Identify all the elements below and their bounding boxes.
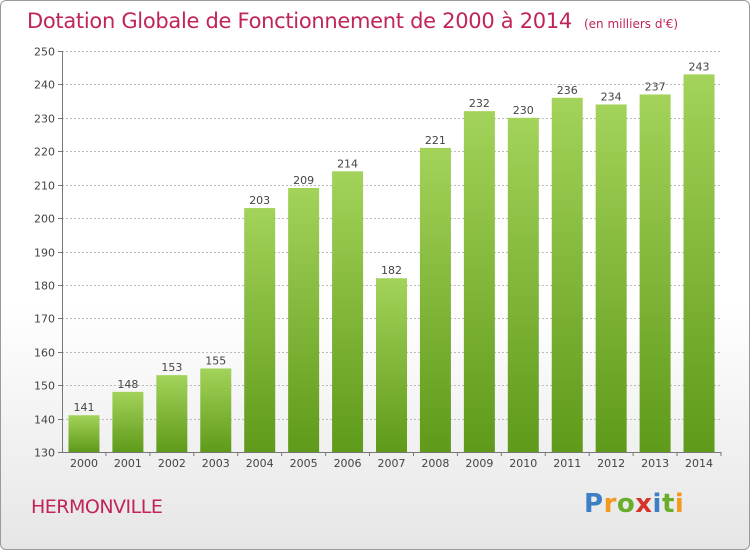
bar-2008 [419, 147, 451, 453]
proxiti-logo: Proxiti [584, 489, 684, 519]
data-label-2011: 236 [557, 84, 578, 97]
xtick-label-2001: 2001 [114, 457, 142, 470]
xtick-label-2007: 2007 [378, 457, 406, 470]
xtick-label-2003: 2003 [202, 457, 230, 470]
logo-letter: x [635, 489, 653, 519]
xtick-label-2011: 2011 [553, 457, 581, 470]
ytick-label-230: 230 [34, 113, 55, 126]
bar-2007 [376, 278, 407, 452]
data-label-2004: 203 [249, 194, 270, 207]
ytick-label-210: 210 [34, 180, 55, 193]
data-label-2001: 148 [117, 378, 138, 391]
bar-2002 [156, 375, 188, 452]
chart-subtitle: (en milliers d'€) [583, 17, 679, 31]
axes: 130 140 150 160 170 180 190 200 210 220 230 240 250 2… [34, 46, 722, 470]
bar-2011 [551, 97, 583, 453]
bar-2013 [639, 94, 671, 453]
data-label-2005: 209 [293, 174, 314, 187]
data-label-2007: 182 [381, 264, 402, 277]
bar-2009 [463, 111, 495, 453]
bar-2012 [595, 104, 627, 452]
ytick-label-160: 160 [34, 347, 55, 360]
bar-2006 [332, 171, 364, 453]
bar-2004 [244, 208, 276, 452]
xtick-label-2008: 2008 [421, 457, 449, 470]
ytick-label-140: 140 [34, 414, 55, 427]
xtick-label-2006: 2006 [334, 457, 362, 470]
logo-letter: P [584, 489, 604, 519]
bar-2010 [507, 117, 539, 452]
data-label-2013: 237 [645, 80, 666, 93]
logo-letter: t [661, 489, 675, 519]
xtick-label-2009: 2009 [465, 457, 493, 470]
data-label-2006: 214 [337, 157, 358, 170]
xtick-label-2010: 2010 [509, 457, 537, 470]
data-label-2000: 141 [73, 401, 94, 414]
ytick-label-250: 250 [34, 46, 55, 59]
data-label-2008: 221 [425, 134, 446, 147]
bars [68, 74, 715, 453]
xtick-label-2005: 2005 [290, 457, 318, 470]
logo-letter: r [603, 489, 617, 519]
logo-letter: i [674, 489, 685, 519]
bar-2000 [68, 415, 100, 452]
bar-2001 [112, 391, 144, 452]
xtick-label-2012: 2012 [597, 457, 625, 470]
ytick-label-190: 190 [34, 247, 55, 260]
xtick-label-2000: 2000 [70, 457, 98, 470]
data-label-2014: 243 [689, 60, 710, 73]
chart-title-block: Dotation Globale de Fonctionnement de 20… [27, 9, 678, 33]
data-label-2003: 155 [205, 354, 226, 367]
ytick-label-180: 180 [34, 280, 55, 293]
ytick-label-170: 170 [34, 313, 55, 326]
ytick-label-150: 150 [34, 380, 55, 393]
xtick-label-2002: 2002 [158, 457, 186, 470]
bar-2014 [683, 74, 715, 453]
ytick-label-220: 220 [34, 146, 55, 159]
data-label-2012: 234 [601, 90, 622, 103]
ytick-label-240: 240 [34, 79, 55, 92]
chart-title: Dotation Globale de Fonctionnement de 20… [27, 9, 572, 33]
logo-letter: o [616, 489, 636, 519]
xtick-label-2013: 2013 [641, 457, 669, 470]
xtick-label-2004: 2004 [246, 457, 274, 470]
data-label-2009: 232 [469, 97, 490, 110]
data-label-2002: 153 [161, 361, 182, 374]
logo-letter: i [652, 489, 662, 519]
ytick-label-200: 200 [34, 213, 55, 226]
bar-2005 [288, 188, 320, 452]
data-labels: 141 148 153 155 203 209 214 182 221 232 230 236 234 2… [73, 60, 709, 414]
ytick-label-130: 130 [34, 447, 55, 460]
bar-2003 [200, 368, 232, 452]
commune-name: HERMONVILLE [31, 496, 163, 518]
data-label-2010: 230 [513, 104, 534, 117]
xtick-label-2014: 2014 [685, 457, 713, 470]
